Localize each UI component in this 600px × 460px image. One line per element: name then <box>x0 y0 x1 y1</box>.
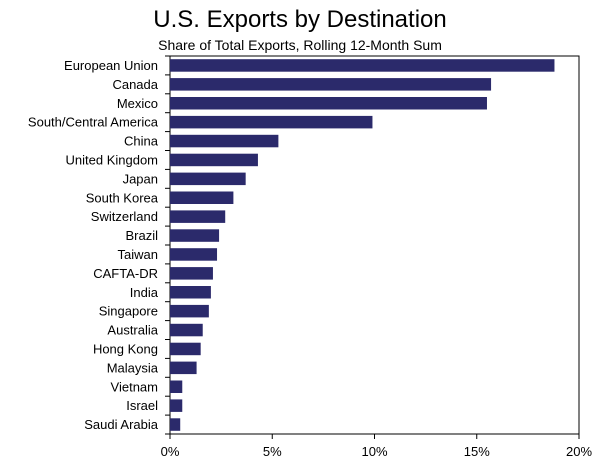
y-tick-label: Canada <box>112 77 158 92</box>
y-tick-label: European Union <box>64 58 158 73</box>
bar <box>170 304 209 318</box>
bar <box>170 191 234 204</box>
y-tick-label: Singapore <box>99 304 158 319</box>
y-tick-label: Malaysia <box>107 360 159 375</box>
x-tick-label: 10% <box>361 444 387 459</box>
bar <box>170 267 213 280</box>
y-tick-label: Australia <box>107 323 158 338</box>
bar <box>170 115 373 129</box>
bar <box>170 323 203 337</box>
y-tick-label: China <box>124 134 159 149</box>
bar <box>170 342 201 356</box>
bar <box>170 380 183 393</box>
bar <box>170 172 246 186</box>
y-tick-label: South Korea <box>86 190 159 205</box>
bar <box>170 210 226 223</box>
chart-title: U.S. Exports by Destination <box>153 6 447 33</box>
y-tick-label: Saudi Arabia <box>84 417 158 432</box>
plot-area-border <box>169 55 580 435</box>
y-tick-label: Switzerland <box>91 209 158 224</box>
y-tick-label: Brazil <box>125 228 158 243</box>
bar <box>170 361 197 375</box>
bar <box>170 97 487 110</box>
x-tick-label: 5% <box>263 444 282 459</box>
x-tick-label: 15% <box>464 444 490 459</box>
bar <box>170 78 492 91</box>
bar <box>170 248 218 261</box>
y-tick-label: Mexico <box>117 96 158 111</box>
y-tick-label: CAFTA-DR <box>93 266 158 281</box>
bar <box>170 134 279 148</box>
y-tick-label: Israel <box>126 398 158 413</box>
chart-subtitle: Share of Total Exports, Rolling 12-Month… <box>158 37 442 53</box>
bar <box>170 399 183 412</box>
bar <box>170 418 181 431</box>
x-tick-label: 20% <box>566 444 592 459</box>
y-tick-label: Japan <box>123 171 158 186</box>
y-tick-label: Vietnam <box>111 379 158 394</box>
y-tick-label: United Kingdom <box>66 152 159 167</box>
bar <box>170 286 211 299</box>
x-tick-label: 0% <box>161 444 180 459</box>
bar <box>170 229 220 242</box>
y-tick-label: India <box>130 285 159 300</box>
bar <box>170 153 258 167</box>
y-tick-label: Hong Kong <box>93 341 158 356</box>
y-tick-label: Taiwan <box>118 247 158 262</box>
y-tick-label: South/Central America <box>28 115 159 130</box>
bar <box>170 59 555 72</box>
